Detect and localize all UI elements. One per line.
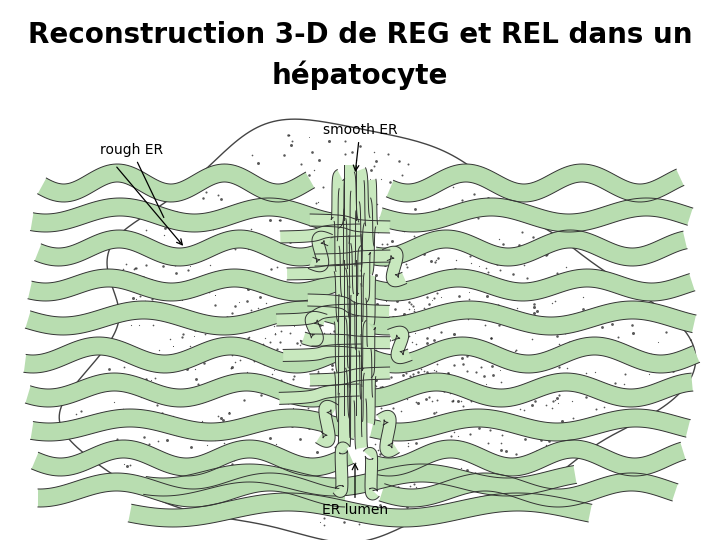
Polygon shape xyxy=(316,400,338,447)
Polygon shape xyxy=(338,294,351,346)
Polygon shape xyxy=(334,219,348,272)
Polygon shape xyxy=(24,337,356,373)
Polygon shape xyxy=(37,164,315,202)
Polygon shape xyxy=(349,384,362,437)
Text: rough ER: rough ER xyxy=(100,143,164,218)
Polygon shape xyxy=(312,334,390,349)
Polygon shape xyxy=(361,337,700,373)
Polygon shape xyxy=(30,198,332,232)
Polygon shape xyxy=(30,409,356,441)
Polygon shape xyxy=(144,464,577,496)
Polygon shape xyxy=(310,214,390,233)
Polygon shape xyxy=(128,493,592,527)
Polygon shape xyxy=(25,301,353,335)
Polygon shape xyxy=(374,440,685,476)
Polygon shape xyxy=(338,394,351,447)
Polygon shape xyxy=(377,410,399,457)
Polygon shape xyxy=(343,209,356,266)
Polygon shape xyxy=(279,384,359,404)
Polygon shape xyxy=(344,260,356,315)
Polygon shape xyxy=(344,310,356,365)
Polygon shape xyxy=(338,188,351,243)
Polygon shape xyxy=(362,320,375,377)
Polygon shape xyxy=(287,264,362,280)
Polygon shape xyxy=(308,294,390,318)
Polygon shape xyxy=(387,164,684,202)
Polygon shape xyxy=(25,373,361,407)
Polygon shape xyxy=(367,269,695,301)
Polygon shape xyxy=(334,368,349,422)
Polygon shape xyxy=(334,318,348,372)
Polygon shape xyxy=(302,312,327,347)
Polygon shape xyxy=(315,250,390,266)
Polygon shape xyxy=(379,473,678,507)
Polygon shape xyxy=(338,345,351,396)
Polygon shape xyxy=(59,119,696,540)
Polygon shape xyxy=(349,284,361,338)
Polygon shape xyxy=(370,409,690,441)
Polygon shape xyxy=(344,165,356,220)
Polygon shape xyxy=(354,298,367,349)
Polygon shape xyxy=(368,373,693,407)
Polygon shape xyxy=(382,246,407,287)
Polygon shape xyxy=(38,473,346,507)
Polygon shape xyxy=(388,326,412,363)
Polygon shape xyxy=(366,301,696,335)
Polygon shape xyxy=(333,442,350,497)
Polygon shape xyxy=(308,231,333,272)
Polygon shape xyxy=(349,335,362,387)
Text: Reconstruction 3-D de REG et REL dans un: Reconstruction 3-D de REG et REL dans un xyxy=(28,21,692,49)
Polygon shape xyxy=(344,360,356,415)
Polygon shape xyxy=(331,170,345,228)
Polygon shape xyxy=(35,230,343,266)
Polygon shape xyxy=(364,179,377,226)
Polygon shape xyxy=(276,304,358,326)
Polygon shape xyxy=(361,223,376,275)
Polygon shape xyxy=(283,344,361,361)
Polygon shape xyxy=(349,234,362,288)
Polygon shape xyxy=(339,244,354,296)
Polygon shape xyxy=(359,198,374,250)
Polygon shape xyxy=(363,273,376,325)
Polygon shape xyxy=(377,198,693,232)
Polygon shape xyxy=(359,349,372,399)
Polygon shape xyxy=(354,168,370,222)
Polygon shape xyxy=(280,224,360,243)
Polygon shape xyxy=(374,230,687,266)
Polygon shape xyxy=(354,399,368,449)
Polygon shape xyxy=(28,269,347,301)
Text: ER lumen: ER lumen xyxy=(322,464,388,517)
Text: hépatocyte: hépatocyte xyxy=(272,60,448,90)
Polygon shape xyxy=(363,373,376,424)
Text: smooth ER: smooth ER xyxy=(323,123,397,171)
Polygon shape xyxy=(334,268,349,322)
Polygon shape xyxy=(32,440,354,476)
Polygon shape xyxy=(364,448,379,500)
Polygon shape xyxy=(310,367,390,386)
Polygon shape xyxy=(357,246,370,302)
